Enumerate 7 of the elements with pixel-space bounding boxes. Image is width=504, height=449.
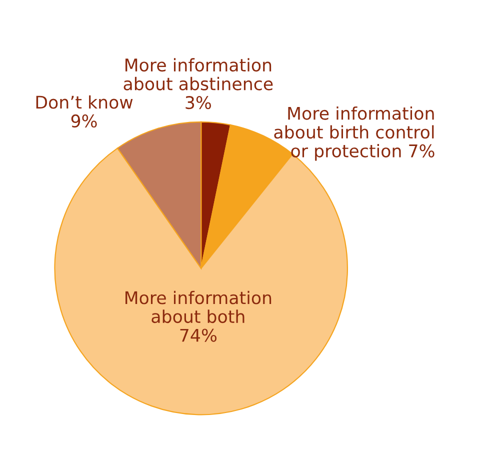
slice-label: More information about both	[126, 290, 272, 324]
data-label: 9%	[71, 114, 97, 128]
slice-label: More information about birth control or protection 7%	[274, 106, 434, 161]
slice-label: Don’t know	[36, 95, 133, 109]
data-label: 74%	[180, 328, 217, 342]
data-label: 3%	[186, 96, 211, 110]
slice-label: More information about abstinence	[124, 58, 273, 90]
